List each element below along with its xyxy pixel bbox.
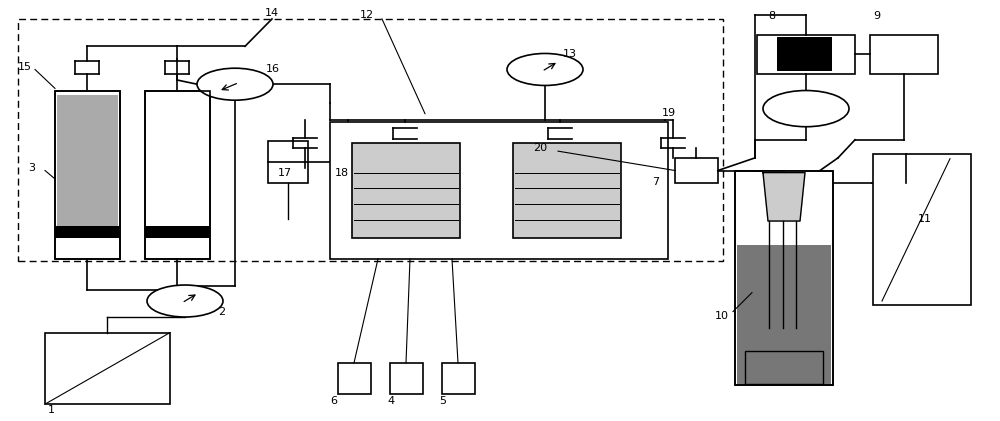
Text: 10: 10 (715, 311, 729, 321)
Text: 7: 7 (652, 177, 659, 187)
Polygon shape (763, 173, 805, 221)
Bar (735, 171, 833, 385)
Text: 1: 1 (48, 405, 55, 416)
Bar (513, 143, 621, 238)
Text: 16: 16 (266, 64, 280, 74)
Text: 14: 14 (265, 8, 279, 19)
Text: 18: 18 (335, 168, 349, 179)
Text: 3: 3 (28, 163, 35, 173)
Circle shape (507, 53, 583, 85)
Text: 8: 8 (768, 11, 775, 21)
Bar (675, 158, 718, 183)
Text: 15: 15 (18, 62, 32, 72)
Bar (55, 91, 120, 259)
Text: 11: 11 (918, 214, 932, 224)
Text: 13: 13 (563, 49, 577, 59)
Text: 4: 4 (387, 396, 394, 406)
Bar (735, 171, 833, 385)
Bar (390, 363, 423, 394)
Text: 19: 19 (662, 108, 676, 118)
Bar (737, 245, 831, 384)
Bar (18, 19, 723, 261)
Bar (757, 35, 855, 74)
Bar (145, 91, 210, 259)
Text: 20: 20 (533, 143, 547, 153)
Text: 6: 6 (330, 396, 337, 406)
Text: 17: 17 (278, 168, 292, 179)
Bar (745, 351, 823, 384)
Circle shape (197, 68, 273, 100)
Bar (442, 363, 475, 394)
Bar (55, 91, 120, 259)
Text: 9: 9 (873, 11, 880, 21)
Bar (57, 95, 118, 229)
Bar (870, 35, 938, 74)
Circle shape (763, 91, 849, 127)
Bar (268, 141, 308, 183)
Bar (873, 154, 971, 305)
Bar (737, 172, 831, 245)
Bar (330, 122, 668, 259)
Bar (45, 333, 170, 404)
Text: 2: 2 (218, 306, 225, 317)
Bar (55, 226, 120, 238)
Bar (338, 363, 371, 394)
Bar (145, 226, 210, 238)
Text: 5: 5 (439, 396, 446, 406)
Bar (145, 91, 210, 259)
Text: 12: 12 (360, 10, 374, 20)
Bar (352, 143, 460, 238)
Bar (777, 37, 832, 71)
Circle shape (147, 285, 223, 317)
